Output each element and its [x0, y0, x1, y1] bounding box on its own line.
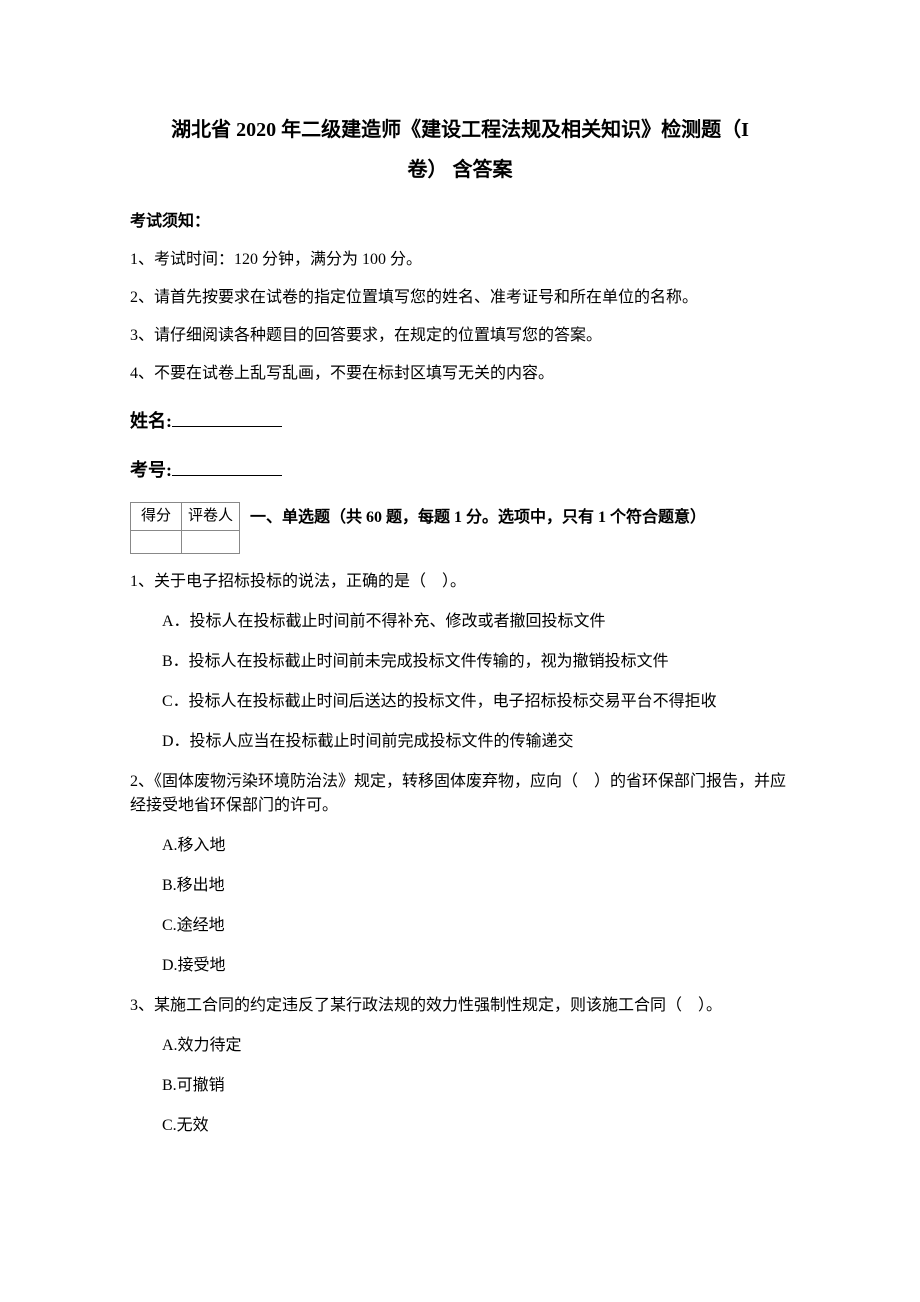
question-1-option-d: D．投标人应当在投标截止时间前完成投标文件的传输递交: [162, 730, 790, 754]
question-1-option-b: B．投标人在投标截止时间前未完成投标文件传输的，视为撤销投标文件: [162, 650, 790, 674]
id-label: 考号:: [130, 460, 172, 480]
question-3-option-c: C.无效: [162, 1114, 790, 1138]
question-2-option-b: B.移出地: [162, 874, 790, 898]
score-table: 得分 评卷人: [130, 502, 240, 554]
name-blank[interactable]: [172, 408, 282, 427]
instruction-2: 2、请首先按要求在试卷的指定位置填写您的姓名、准考证号和所在单位的名称。: [130, 286, 790, 310]
id-blank[interactable]: [172, 457, 282, 476]
question-3-option-b: B.可撤销: [162, 1074, 790, 1098]
title-line-2: 卷） 含答案: [130, 150, 790, 190]
question-3-option-a: A.效力待定: [162, 1034, 790, 1058]
doc-title: 湖北省 2020 年二级建造师《建设工程法规及相关知识》检测题（I 卷） 含答案: [130, 110, 790, 190]
name-label: 姓名:: [130, 411, 172, 431]
instruction-3: 3、请仔细阅读各种题目的回答要求，在规定的位置填写您的答案。: [130, 324, 790, 348]
question-2-stem: 2、《固体废物污染环境防治法》规定，转移固体废弃物，应向（ ）的省环保部门报告，…: [130, 770, 790, 818]
question-1-option-c: C．投标人在投标截止时间后送达的投标文件，电子招标投标交易平台不得拒收: [162, 690, 790, 714]
instruction-1: 1、考试时间：120 分钟，满分为 100 分。: [130, 248, 790, 272]
notice-heading: 考试须知：: [130, 210, 790, 234]
question-1-stem: 1、关于电子招标投标的说法，正确的是（ ）。: [130, 570, 790, 594]
question-2-option-a: A.移入地: [162, 834, 790, 858]
score-cell-score[interactable]: [131, 530, 182, 553]
title-line-1: 湖北省 2020 年二级建造师《建设工程法规及相关知识》检测题（I: [130, 110, 790, 150]
section-header-row: 得分 评卷人 一、单选题（共 60 题，每题 1 分。选项中，只有 1 个符合题…: [130, 502, 790, 554]
name-field-row: 姓名:: [130, 408, 790, 435]
question-3-stem: 3、某施工合同的约定违反了某行政法规的效力性强制性规定，则该施工合同（ ）。: [130, 994, 790, 1018]
instruction-4: 4、不要在试卷上乱写乱画，不要在标封区填写无关的内容。: [130, 362, 790, 386]
id-field-row: 考号:: [130, 457, 790, 484]
question-2-option-d: D.接受地: [162, 954, 790, 978]
section-1-title: 一、单选题（共 60 题，每题 1 分。选项中，只有 1 个符合题意）: [250, 502, 706, 530]
score-col-grader: 评卷人: [182, 503, 240, 531]
question-1-option-a: A．投标人在投标截止时间前不得补充、修改或者撤回投标文件: [162, 610, 790, 634]
question-2-option-c: C.途经地: [162, 914, 790, 938]
score-cell-grader[interactable]: [182, 530, 240, 553]
score-col-score: 得分: [131, 503, 182, 531]
